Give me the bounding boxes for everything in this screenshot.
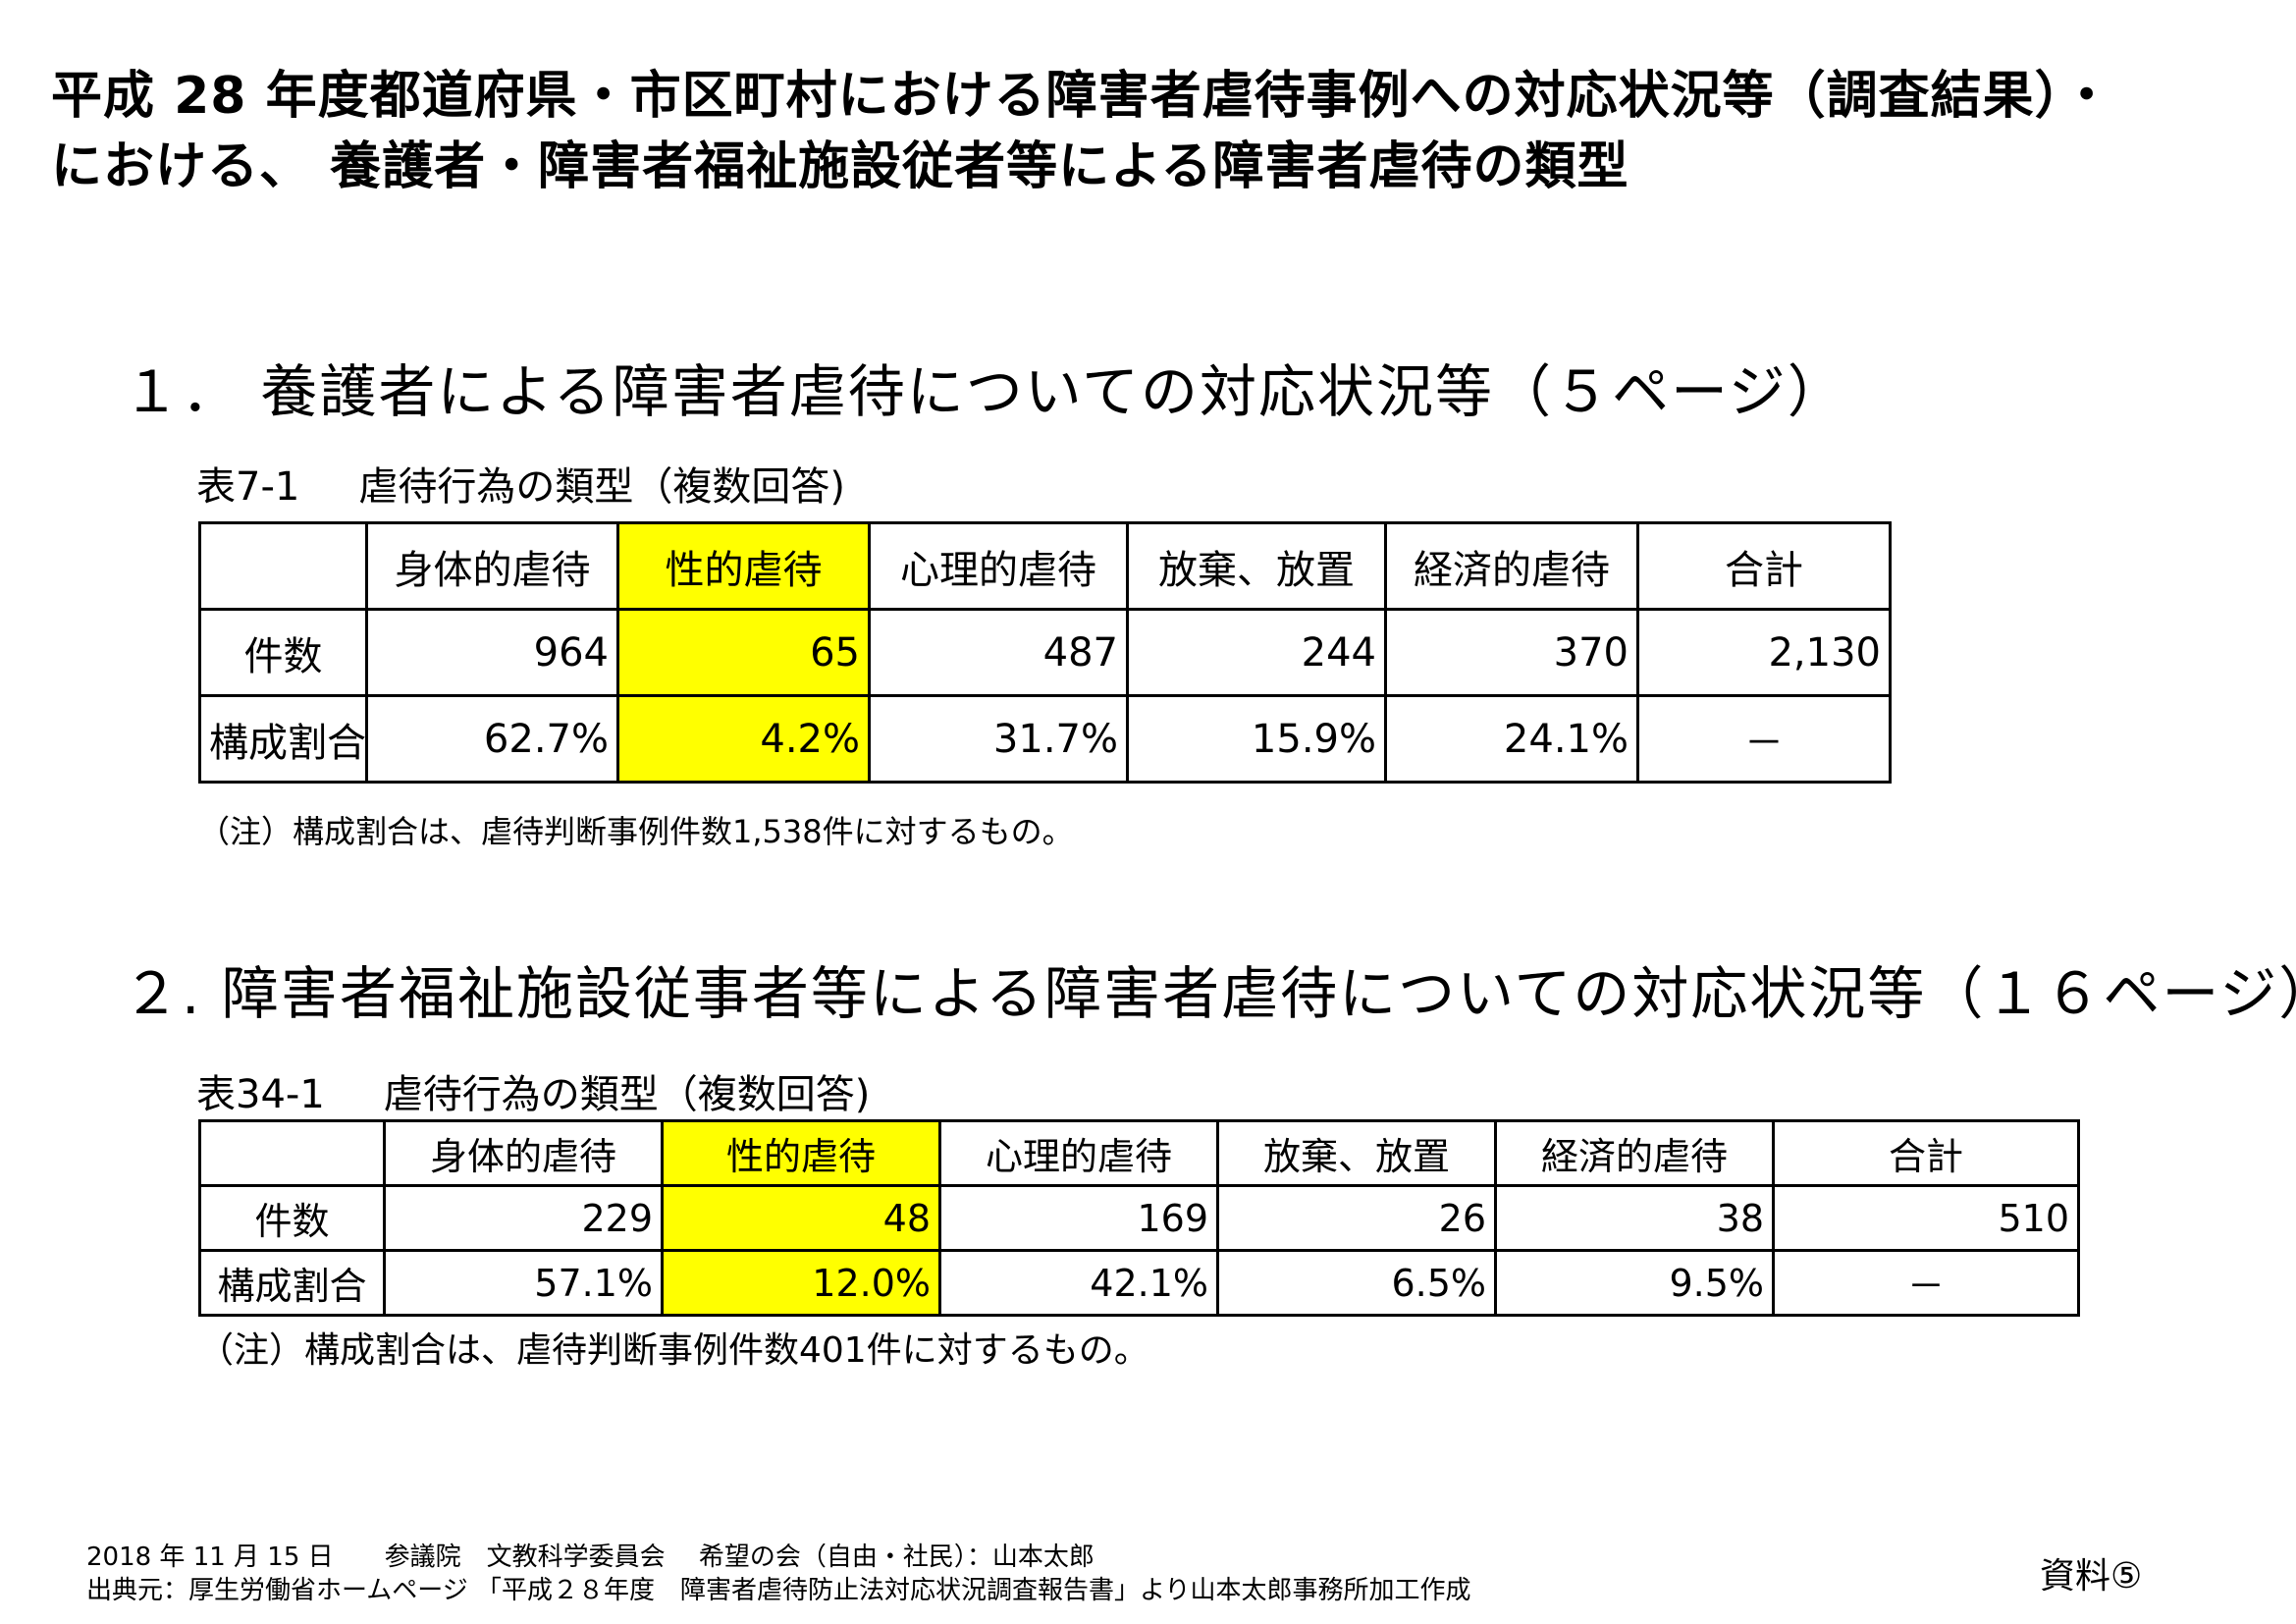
table1-cell: 62.7% [365, 694, 619, 784]
table1-header-row: 身体的虐待 性的虐待 心理的虐待 放棄、放置 経済的虐待 合計 [198, 521, 1892, 611]
table1-cell: 31.7% [868, 694, 1129, 784]
table2-col-header: 心理的虐待 [938, 1119, 1219, 1187]
table2-corner-cell [198, 1119, 386, 1187]
table1-caption: 表7-1 虐待行為の類型（複数回答) [196, 455, 845, 512]
section1-heading: １． 養護者による障害者虐待についての対応状況等（５ページ） [123, 358, 1846, 425]
table1-row-header: 構成割合 [198, 694, 368, 784]
table2-cell: 229 [383, 1184, 664, 1252]
table2-cell: 38 [1494, 1184, 1775, 1252]
page-title-line1: 平成 28 年度都道府県・市区町村における障害者虐待事例への対応状況等（調査結果… [51, 67, 2113, 126]
table1-cell: 244 [1126, 608, 1387, 697]
table1-cell: 370 [1384, 608, 1639, 697]
table-row: 件数 229 48 169 26 38 510 [198, 1184, 2080, 1252]
table1-cell: 964 [365, 608, 619, 697]
table1-cell: 24.1% [1384, 694, 1639, 784]
table1-cell: 15.9% [1126, 694, 1387, 784]
table1: 身体的虐待 性的虐待 心理的虐待 放棄、放置 経済的虐待 合計 件数 964 6… [198, 521, 1892, 784]
table2-header-row: 身体的虐待 性的虐待 心理的虐待 放棄、放置 経済的虐待 合計 [198, 1119, 2080, 1187]
table2-cell: 48 [661, 1184, 941, 1252]
table2-col-header: 合計 [1772, 1119, 2080, 1187]
table2-cell: 6.5% [1216, 1249, 1497, 1317]
table1-cell: 65 [616, 608, 871, 697]
footer-meeting-info: 2018 年 11 月 15 日 参議院 文教科学委員会 希望の会（自由・社民）… [86, 1543, 1095, 1572]
table-row: 件数 964 65 487 244 370 2,130 [198, 608, 1892, 697]
table2-cell: 12.0% [661, 1249, 941, 1317]
table1-note: （注）構成割合は、虐待判断事例件数1,538件に対するもの。 [198, 813, 1074, 850]
table1-cell: 2,130 [1636, 608, 1892, 697]
section2-heading: ２. 障害者福祉施設従事者等による障害者虐待についての対応状況等（１６ページ） [123, 960, 2296, 1027]
table1-col-header: 性的虐待 [616, 521, 871, 611]
table1-col-header: 身体的虐待 [365, 521, 619, 611]
table2-col-header: 身体的虐待 [383, 1119, 664, 1187]
table1-row-header: 件数 [198, 608, 368, 697]
table1-cell: 487 [868, 608, 1129, 697]
table2-row-header: 構成割合 [198, 1249, 386, 1317]
table2-cell: 42.1% [938, 1249, 1219, 1317]
table2-row-header: 件数 [198, 1184, 386, 1252]
page-title-line2: における、 養護者・障害者福祉施設従者等による障害者虐待の類型 [51, 137, 1629, 196]
table-row: 構成割合 57.1% 12.0% 42.1% 6.5% 9.5% － [198, 1249, 2080, 1317]
table1-corner-cell [198, 521, 368, 611]
table2-caption-text: 虐待行為の類型（複数回答) [383, 1072, 871, 1117]
table2-cell: 26 [1216, 1184, 1497, 1252]
table2-caption: 表34-1 虐待行為の類型（複数回答) [196, 1062, 870, 1119]
document-label: 資料⑤ [2040, 1556, 2143, 1597]
footer: 2018 年 11 月 15 日 参議院 文教科学委員会 希望の会（自由・社民）… [86, 1541, 1470, 1607]
table2: 身体的虐待 性的虐待 心理的虐待 放棄、放置 経済的虐待 合計 件数 229 4… [198, 1119, 2080, 1317]
table1-cell: － [1636, 694, 1892, 784]
table1-caption-text: 虐待行為の類型（複数回答) [358, 464, 845, 510]
table1-col-header: 心理的虐待 [868, 521, 1129, 611]
table1-col-header: 経済的虐待 [1384, 521, 1639, 611]
table1-col-header: 合計 [1636, 521, 1892, 611]
table1-cell: 4.2% [616, 694, 871, 784]
footer-source: 出典元：厚生労働省ホームページ 「平成２８年度 障害者虐待防止法対応状況調査報告… [86, 1576, 1471, 1605]
table1-col-header: 放棄、放置 [1126, 521, 1387, 611]
table1-caption-label: 表7-1 [196, 464, 300, 510]
table2-cell: 169 [938, 1184, 1219, 1252]
table2-col-header: 放棄、放置 [1216, 1119, 1497, 1187]
table2-col-header: 経済的虐待 [1494, 1119, 1775, 1187]
page-title: 平成 28 年度都道府県・市区町村における障害者虐待事例への対応状況等（調査結果… [51, 61, 2113, 202]
table2-cell: 57.1% [383, 1249, 664, 1317]
table2-note: （注）構成割合は、虐待判断事例件数401件に対するもの。 [198, 1330, 1149, 1371]
table2-cell: 9.5% [1494, 1249, 1775, 1317]
table2-cell: 510 [1772, 1184, 2080, 1252]
table-row: 構成割合 62.7% 4.2% 31.7% 15.9% 24.1% － [198, 694, 1892, 784]
table2-col-header: 性的虐待 [661, 1119, 941, 1187]
table2-caption-label: 表34-1 [196, 1072, 325, 1117]
table2-cell: － [1772, 1249, 2080, 1317]
